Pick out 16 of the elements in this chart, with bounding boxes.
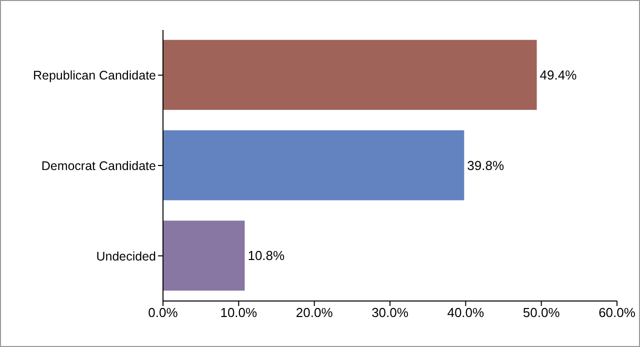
x-tick-label: 10.0% <box>220 305 258 320</box>
x-tick-label: 40.0% <box>447 305 485 320</box>
data-label: 49.4% <box>540 68 578 83</box>
bar <box>163 40 537 110</box>
bar <box>163 130 464 200</box>
y-tick-label: Republican Candidate <box>32 68 156 83</box>
y-tick-label: Democrat Candidate <box>41 158 156 173</box>
data-label: 39.8% <box>467 158 504 173</box>
x-tick-label: 20.0% <box>296 305 334 320</box>
bar <box>163 220 245 291</box>
data-label: 10.8% <box>248 248 286 264</box>
x-tick-label: 0.0% <box>148 305 178 320</box>
y-tick-label: Undecided <box>96 249 156 264</box>
x-tick-label: 60.0% <box>598 305 636 320</box>
x-tick-label: 30.0% <box>372 305 409 320</box>
x-tick-label: 50.0% <box>522 305 560 320</box>
